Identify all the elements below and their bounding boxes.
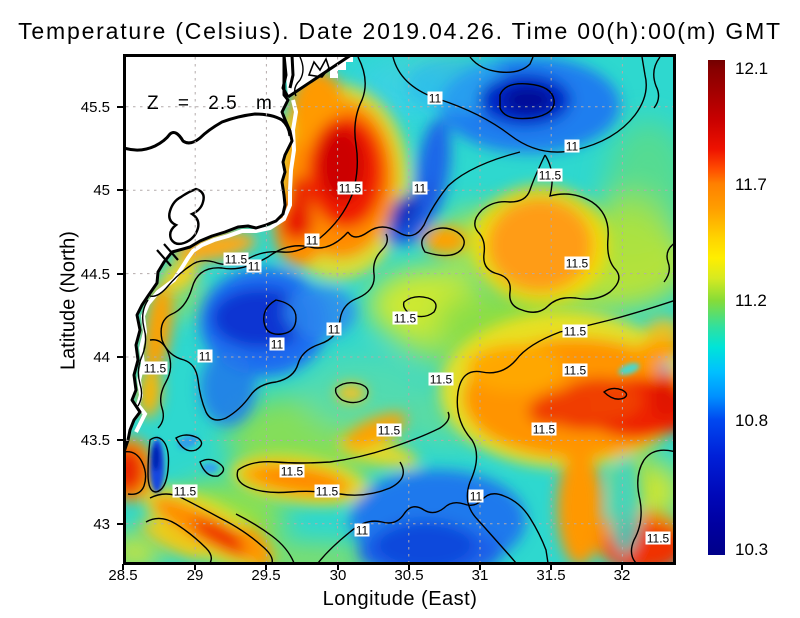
svg-text:11.5: 11.5: [394, 312, 417, 326]
svg-text:11: 11: [429, 92, 442, 106]
svg-text:11: 11: [470, 490, 483, 504]
svg-text:11: 11: [356, 524, 369, 538]
svg-text:11.5: 11.5: [144, 362, 167, 376]
svg-text:11.5: 11.5: [566, 257, 589, 271]
svg-text:11: 11: [328, 323, 341, 337]
svg-text:11.5: 11.5: [539, 169, 562, 183]
svg-text:11: 11: [566, 140, 579, 154]
svg-text:11.5: 11.5: [281, 465, 304, 479]
svg-text:11: 11: [271, 338, 284, 352]
svg-text:11: 11: [306, 234, 319, 248]
svg-text:11.5: 11.5: [316, 485, 339, 499]
svg-text:11.5: 11.5: [564, 325, 587, 339]
svg-text:11: 11: [248, 260, 261, 274]
svg-text:11.5: 11.5: [174, 485, 197, 499]
svg-text:11.5: 11.5: [378, 424, 401, 438]
svg-text:11.5: 11.5: [225, 253, 248, 267]
svg-text:11: 11: [199, 350, 212, 364]
svg-text:11.5: 11.5: [430, 373, 453, 387]
svg-text:11.5: 11.5: [647, 532, 670, 546]
svg-text:11.5: 11.5: [564, 364, 587, 378]
svg-text:11: 11: [414, 182, 427, 196]
svg-text:11.5: 11.5: [533, 423, 556, 437]
svg-text:11.5: 11.5: [339, 182, 362, 196]
